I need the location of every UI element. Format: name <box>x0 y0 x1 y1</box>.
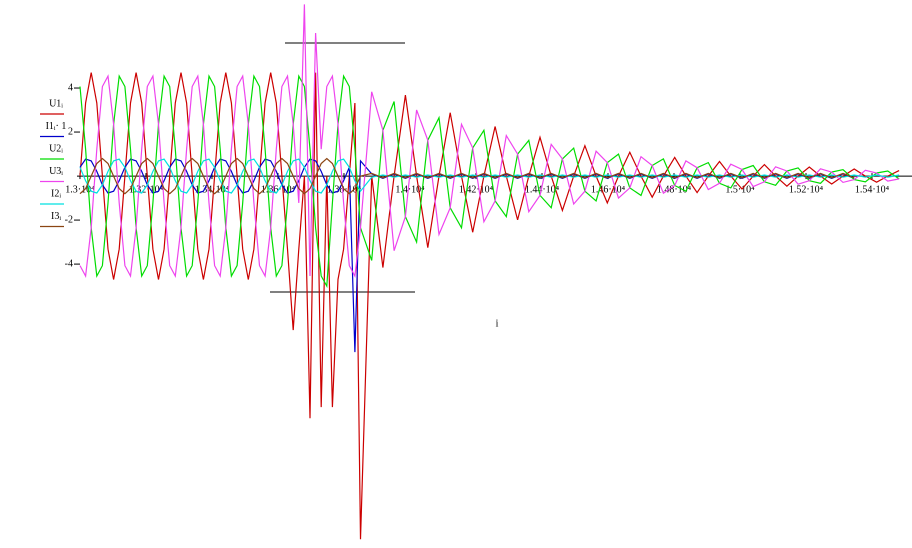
series-line <box>79 74 900 289</box>
legend-label: U1ᵢ <box>49 98 63 109</box>
x-tick-label: 1.34·10⁴ <box>195 184 230 195</box>
legend-label: U3ᵢ <box>49 166 63 177</box>
y-tick-label: 2 <box>68 126 73 137</box>
x-tick-label: 1.48·10⁴ <box>657 184 692 195</box>
x-tick-label: 1.52·10⁴ <box>789 184 824 195</box>
x-tick-label: 1.54·10⁴ <box>855 184 890 195</box>
x-tick-label: 1.46·10⁴ <box>591 184 626 195</box>
x-axis-label: i <box>496 318 499 329</box>
x-tick-label: 1.32·10⁴ <box>129 184 164 195</box>
y-tick-label: -2 <box>65 214 73 225</box>
x-tick-label: 1.5·10⁴ <box>725 184 755 195</box>
x-tick-label: 1.4·10⁴ <box>395 184 425 195</box>
series-line <box>79 72 900 540</box>
series-line <box>79 4 900 278</box>
x-tick-label: 1.44·10⁴ <box>525 184 560 195</box>
legend-label: I1ᵢ· 1 <box>46 121 67 132</box>
series-line <box>79 157 855 195</box>
x-tick-label: 1.3·10⁴ <box>65 184 95 195</box>
y-tick-label: -4 <box>65 258 73 269</box>
x-tick-label: 1.42·10⁴ <box>459 184 494 195</box>
legend-label: U2ᵢ <box>49 143 63 154</box>
y-tick-label: 4 <box>68 82 73 93</box>
legend-label: I2ᵢ <box>51 188 61 199</box>
legend-label: I3ᵢ <box>51 211 61 222</box>
